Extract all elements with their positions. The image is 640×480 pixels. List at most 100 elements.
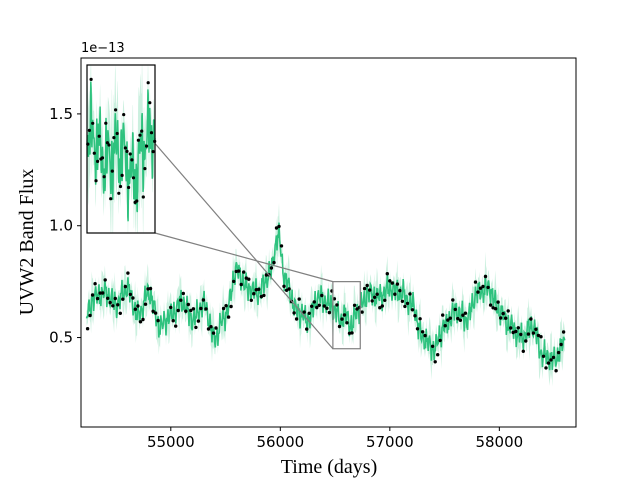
observation-point [418,317,422,321]
observation-point [194,325,198,330]
observation-point [206,327,211,331]
observation-point [373,295,377,299]
observation-point [95,296,100,301]
observation-point [169,305,173,310]
observation-point [317,303,321,307]
observation-point [294,317,299,321]
observation-point [320,293,324,298]
observation-point [126,271,130,275]
observation-point [249,298,253,302]
inset-observation-point [91,121,95,125]
inset-observation-point [114,108,118,112]
observation-point [242,270,246,274]
observation-point [325,306,329,310]
observation-point [133,307,138,311]
inset-observation-point [149,131,154,135]
observation-point [529,317,533,321]
inset-observation-point [130,158,134,162]
plot-frame [80,57,577,428]
observation-point [473,280,478,284]
observation-point [554,369,558,373]
observation-point [148,286,153,291]
x-tick-label: 58000 [475,433,523,451]
x-axis-title: Time (days) [281,456,377,478]
inset-observation-point [118,184,123,189]
observation-point [269,266,274,270]
observation-point [156,318,160,323]
observation-point [302,310,306,314]
observation-point [375,292,379,296]
observation-point [433,360,437,364]
observation-point [93,282,97,286]
x-tick-label: 57000 [366,433,414,451]
inset-observation-point [131,176,136,180]
observation-point [284,288,289,292]
y-tick-label: 1.0 [49,217,73,235]
inset-observation-point [96,159,100,163]
observation-point [108,300,112,305]
observation-point [272,260,276,265]
observation-point [539,335,543,339]
inset-observation-point [135,199,139,203]
observation-point [315,305,319,310]
inset-frame [86,64,156,234]
observation-point [350,331,354,335]
observation-point [201,298,206,302]
observation-point [254,288,258,292]
inset-observation-point [110,169,114,173]
observation-point [282,284,286,288]
observation-point [335,303,339,307]
observation-point [352,303,357,307]
inset-observation-point [112,136,116,140]
observation-point [526,332,531,336]
observation-point [153,311,158,315]
observation-point [211,331,216,335]
observation-point [322,304,326,308]
inset-observation-point [105,141,109,145]
inset-observation-point [107,143,111,147]
observation-point [189,308,193,313]
x-axis-ticks: 55000 56000 57000 58000 [147,427,523,451]
observation-point [531,331,536,335]
observation-point [441,313,445,317]
observation-point [504,316,508,320]
observation-point [385,272,389,276]
observation-point [262,293,266,298]
observation-point [123,284,128,289]
observation-point [327,310,332,315]
observation-point [111,304,115,308]
observation-point [204,307,208,311]
observation-point [378,306,382,310]
inset-observation-point [100,156,105,160]
observation-point [224,304,228,308]
observation-point [171,319,175,323]
observation-point [146,287,150,291]
inset-observation-point [120,173,124,177]
observation-point [121,297,125,301]
observation-point [292,311,296,315]
observation-point [481,284,485,289]
observation-point [252,292,256,296]
inset-observation-point [89,77,93,81]
observation-point [196,319,201,323]
inset-observation-point [87,128,91,132]
observation-point [237,269,241,273]
observation-point [345,321,349,325]
observation-point [458,318,463,322]
observation-point [305,327,309,331]
observation-point [388,279,392,283]
observation-point [310,304,314,308]
observation-point [199,306,203,311]
y-tick-label: 1.5 [49,105,73,123]
observation-point [274,226,279,230]
observation-point [415,327,420,331]
x-tick-label: 55000 [147,433,195,451]
observation-point [88,313,92,318]
inset-observation-point [143,167,147,171]
observation-point [342,313,347,317]
observation-point [410,308,415,312]
observation-point [393,292,397,296]
observation-point [423,333,427,338]
y-tick-label: 0.5 [49,329,73,347]
observation-point [355,307,359,311]
